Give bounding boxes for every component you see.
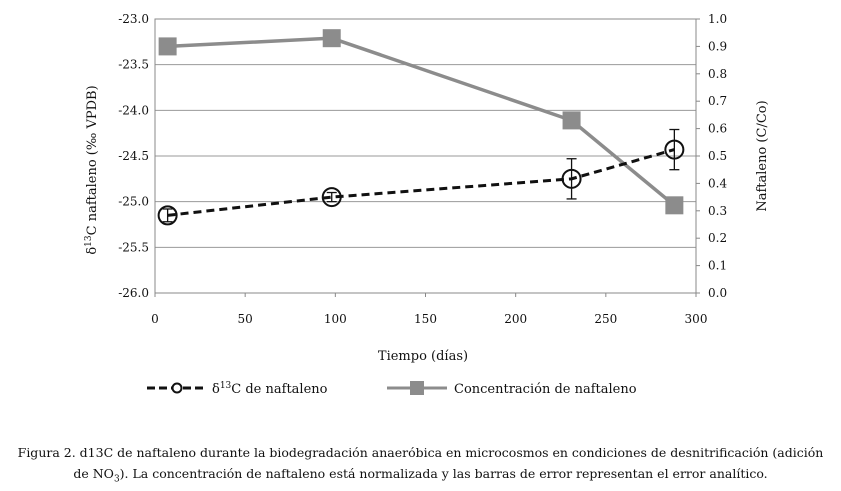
caption-line-2-pre: de NO	[73, 466, 114, 481]
concentracion-line	[167, 36, 676, 207]
caption-line-1: Figura 2. d13C de naftaleno durante la b…	[17, 445, 824, 460]
x-axis-ticks: 0 50 100 150 200 250 300	[151, 293, 707, 326]
x-axis-title: Tiempo (días)	[378, 349, 468, 364]
x-tick-label: 50	[238, 312, 253, 326]
x-tick-label: 150	[414, 312, 437, 326]
series-concentracion	[158, 29, 684, 215]
x-tick-label: 0	[151, 312, 159, 326]
left-tick-label: -23.5	[118, 58, 149, 72]
legend-concentracion-marker	[410, 381, 424, 395]
legend-d13c-rest: C de naftaleno	[231, 382, 327, 397]
left-tick-label: -25.0	[118, 195, 149, 209]
x-tick-label: 100	[324, 312, 347, 326]
legend-d13c-marker	[171, 382, 183, 394]
right-tick-label: 0.4	[708, 176, 727, 190]
left-axis-title-rest: C naftaleno (‰ VPDB)	[85, 85, 100, 235]
left-tick-label: -24.0	[118, 103, 149, 117]
d13c-point	[321, 187, 342, 208]
series-d13c	[157, 128, 685, 226]
d13c-line	[167, 148, 675, 217]
right-axis-title: Naftaleno (C/Co)	[755, 100, 770, 211]
caption-line-2: de NO3). La concentración de naftaleno e…	[0, 463, 841, 491]
right-tick-label: 0.7	[708, 94, 727, 108]
caption-line-2-sub: 3	[113, 474, 120, 485]
d13c-point	[561, 168, 582, 189]
legend-d13c-label: δ13C de naftaleno	[212, 381, 328, 397]
right-tick-label: 0.1	[708, 259, 727, 273]
right-tick-label: 0.6	[708, 122, 727, 136]
concentracion-point	[562, 111, 581, 130]
d13c-point	[157, 205, 178, 226]
legend-d13c-prefix: δ	[212, 382, 220, 397]
chart: -23.0 -23.5 -24.0 -24.5 -25.0 -25.5 -26.0 1.0 0…	[84, 12, 770, 397]
right-tick-label: 0.2	[708, 231, 727, 245]
right-tick-label: 0.0	[708, 286, 727, 300]
legend: δ13C de naftaleno Concentración de nafta…	[147, 381, 637, 397]
left-axis-title-prefix: δ	[85, 247, 100, 255]
concentracion-point	[322, 29, 341, 48]
concentracion-point	[158, 37, 177, 56]
right-axis-ticks: 1.0 0.9 0.8 0.7 0.6 0.5 0.4 0.3 0.2 0.1 0.0	[696, 12, 727, 300]
right-tick-label: 0.3	[708, 204, 727, 218]
right-tick-label: 0.8	[708, 67, 727, 81]
left-axis-ticks: -23.0 -23.5 -24.0 -24.5 -25.0 -25.5 -26.0	[118, 12, 149, 300]
left-axis-title-sup: 13	[84, 235, 94, 247]
right-tick-label: 0.9	[708, 39, 727, 53]
x-tick-label: 300	[685, 312, 708, 326]
left-tick-label: -24.5	[118, 149, 149, 163]
caption-line-2-post: ). La concentración de naftaleno está no…	[119, 466, 768, 481]
x-tick-label: 200	[504, 312, 527, 326]
legend-concentracion-label: Concentración de naftaleno	[454, 382, 637, 397]
x-tick-label: 250	[594, 312, 617, 326]
d13c-point	[664, 139, 685, 160]
left-axis-title: δ13C naftaleno (‰ VPDB)	[84, 85, 100, 254]
left-tick-label: -26.0	[118, 286, 149, 300]
figure-caption: Figura 2. d13C de naftaleno durante la b…	[0, 442, 841, 491]
left-tick-label: -23.0	[118, 12, 149, 26]
right-tick-label: 0.5	[708, 149, 727, 163]
right-tick-label: 1.0	[708, 12, 727, 26]
legend-d13c-sup: 13	[220, 381, 232, 391]
left-tick-label: -25.5	[118, 240, 149, 254]
concentracion-point	[665, 196, 684, 215]
